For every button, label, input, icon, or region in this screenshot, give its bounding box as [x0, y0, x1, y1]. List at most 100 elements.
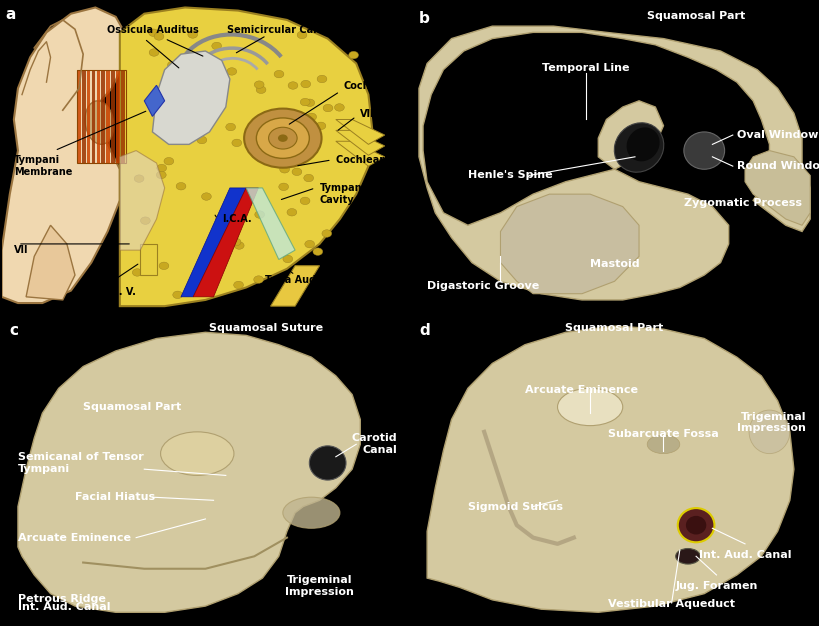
Ellipse shape: [309, 446, 346, 480]
Ellipse shape: [749, 410, 789, 454]
Circle shape: [179, 112, 188, 119]
Circle shape: [315, 122, 325, 130]
Text: Squamosal Suture: Squamosal Suture: [209, 323, 324, 333]
Text: Round Window: Round Window: [736, 161, 819, 171]
Circle shape: [164, 158, 174, 165]
Bar: [111, 69, 115, 163]
Bar: [121, 69, 124, 163]
Text: I.C.A.: I.C.A.: [221, 214, 251, 224]
Text: Trigeminal
Impression: Trigeminal Impression: [736, 412, 805, 433]
Text: Int. Jug. V.: Int. Jug. V.: [79, 287, 136, 297]
Text: Semicanal of Tensor
Tympani: Semicanal of Tensor Tympani: [18, 452, 143, 474]
Text: Squamosal Part: Squamosal Part: [83, 402, 181, 412]
Text: b: b: [419, 11, 429, 26]
Text: Ossicula Auditus: Ossicula Auditus: [106, 26, 198, 36]
Text: Tuba Auditiva: Tuba Auditiva: [265, 275, 341, 285]
Circle shape: [196, 123, 206, 130]
Polygon shape: [181, 188, 246, 297]
Circle shape: [283, 255, 292, 263]
Bar: [97, 69, 100, 163]
Text: Petrous Ridge: Petrous Ridge: [18, 593, 106, 603]
Circle shape: [256, 86, 265, 93]
Circle shape: [322, 230, 332, 237]
Text: Semicircular Canal: Semicircular Canal: [227, 26, 330, 36]
Polygon shape: [336, 130, 384, 155]
Ellipse shape: [675, 548, 699, 564]
Circle shape: [234, 242, 244, 249]
Circle shape: [201, 193, 211, 200]
Text: Jug. Foramen: Jug. Foramen: [675, 581, 757, 591]
Circle shape: [303, 174, 313, 182]
Circle shape: [140, 217, 150, 224]
Ellipse shape: [613, 123, 663, 172]
Text: Arcuate Eminence: Arcuate Eminence: [18, 533, 131, 543]
Circle shape: [305, 99, 314, 106]
Circle shape: [278, 183, 288, 190]
Text: Arcuate Eminence: Arcuate Eminence: [525, 385, 638, 395]
Text: VII: VII: [360, 110, 374, 120]
Circle shape: [231, 239, 241, 246]
Bar: [82, 69, 85, 163]
Circle shape: [227, 68, 237, 75]
Circle shape: [317, 75, 327, 83]
Polygon shape: [500, 194, 638, 294]
Circle shape: [313, 248, 323, 255]
Circle shape: [159, 262, 169, 270]
Text: Squamosal Part: Squamosal Part: [565, 323, 663, 333]
Text: Cochlear N.: Cochlear N.: [336, 155, 399, 165]
Circle shape: [194, 114, 204, 121]
Bar: [92, 69, 95, 163]
Polygon shape: [744, 151, 809, 225]
Circle shape: [197, 136, 206, 144]
Circle shape: [232, 139, 242, 146]
Text: Temporal Line: Temporal Line: [541, 63, 629, 73]
Text: Subarcuate Fossa: Subarcuate Fossa: [608, 429, 718, 439]
Circle shape: [134, 175, 144, 182]
Circle shape: [301, 80, 310, 88]
Circle shape: [334, 104, 344, 111]
Circle shape: [279, 165, 289, 173]
Circle shape: [148, 29, 158, 36]
Polygon shape: [419, 26, 809, 300]
Circle shape: [162, 108, 172, 116]
Text: Carotid
Canal: Carotid Canal: [351, 433, 396, 455]
Circle shape: [269, 127, 296, 149]
Text: VII: VII: [14, 245, 29, 255]
Circle shape: [188, 31, 197, 38]
Circle shape: [306, 113, 316, 121]
Circle shape: [156, 171, 166, 178]
Circle shape: [176, 183, 186, 190]
Circle shape: [210, 269, 219, 277]
Circle shape: [305, 240, 314, 248]
Circle shape: [132, 269, 142, 276]
Polygon shape: [2, 8, 128, 303]
Polygon shape: [270, 265, 319, 306]
Polygon shape: [120, 151, 165, 250]
Circle shape: [149, 49, 159, 56]
Circle shape: [274, 70, 283, 78]
Circle shape: [225, 123, 235, 131]
Circle shape: [228, 232, 238, 239]
Text: Oval Window: Oval Window: [736, 130, 817, 140]
Circle shape: [229, 219, 239, 227]
Circle shape: [233, 281, 243, 289]
Ellipse shape: [683, 132, 724, 169]
Text: Henle's Spine: Henle's Spine: [468, 170, 552, 180]
Circle shape: [348, 51, 358, 59]
Circle shape: [253, 276, 263, 284]
Polygon shape: [152, 51, 229, 145]
Circle shape: [211, 42, 221, 49]
Circle shape: [254, 81, 264, 88]
Circle shape: [255, 211, 265, 218]
Polygon shape: [26, 225, 75, 300]
Circle shape: [161, 105, 171, 112]
Text: c: c: [10, 323, 19, 338]
Text: a: a: [6, 8, 16, 23]
Ellipse shape: [161, 432, 233, 475]
Circle shape: [292, 168, 301, 175]
Text: Zygomatic Process: Zygomatic Process: [683, 198, 801, 208]
Circle shape: [154, 33, 164, 40]
Circle shape: [323, 105, 333, 112]
Polygon shape: [120, 8, 372, 306]
Circle shape: [167, 61, 177, 69]
